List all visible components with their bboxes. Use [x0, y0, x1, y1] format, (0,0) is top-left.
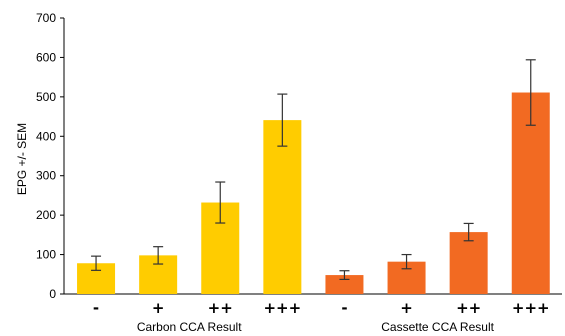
y-tick-label: 100 — [36, 248, 56, 262]
bars — [77, 92, 550, 295]
bar — [511, 92, 550, 295]
category-label: + — [400, 299, 413, 317]
bar — [325, 275, 364, 294]
group-label: Cassette CCA Result — [381, 320, 494, 334]
y-tick-label: 0 — [49, 287, 56, 301]
category-label: ++ — [208, 299, 233, 317]
y-tick-label: 200 — [36, 208, 56, 222]
category-label: +++ — [263, 299, 301, 317]
y-tick-label: 300 — [36, 169, 56, 183]
category-label: +++ — [512, 299, 550, 317]
category-label: + — [152, 299, 165, 317]
group-labels: Carbon CCA Result Cassette CCA Result — [137, 320, 495, 334]
y-ticks: 0 100 200 300 400 500 600 700 — [36, 11, 64, 301]
category-label: ++ — [456, 299, 481, 317]
group-label: Carbon CCA Result — [137, 320, 242, 334]
y-tick-label: 500 — [36, 90, 56, 104]
bar — [263, 120, 302, 295]
error-bars — [91, 59, 536, 281]
category-label: - — [341, 299, 347, 317]
category-labels: - + ++ +++ - + ++ +++ — [93, 299, 550, 317]
category-label: - — [93, 299, 99, 317]
y-tick-label: 700 — [36, 11, 56, 25]
y-axis-label: EPG +/- SEM — [15, 123, 29, 195]
bar — [449, 232, 488, 294]
y-tick-label: 600 — [36, 50, 56, 64]
y-tick-label: 400 — [36, 129, 56, 143]
